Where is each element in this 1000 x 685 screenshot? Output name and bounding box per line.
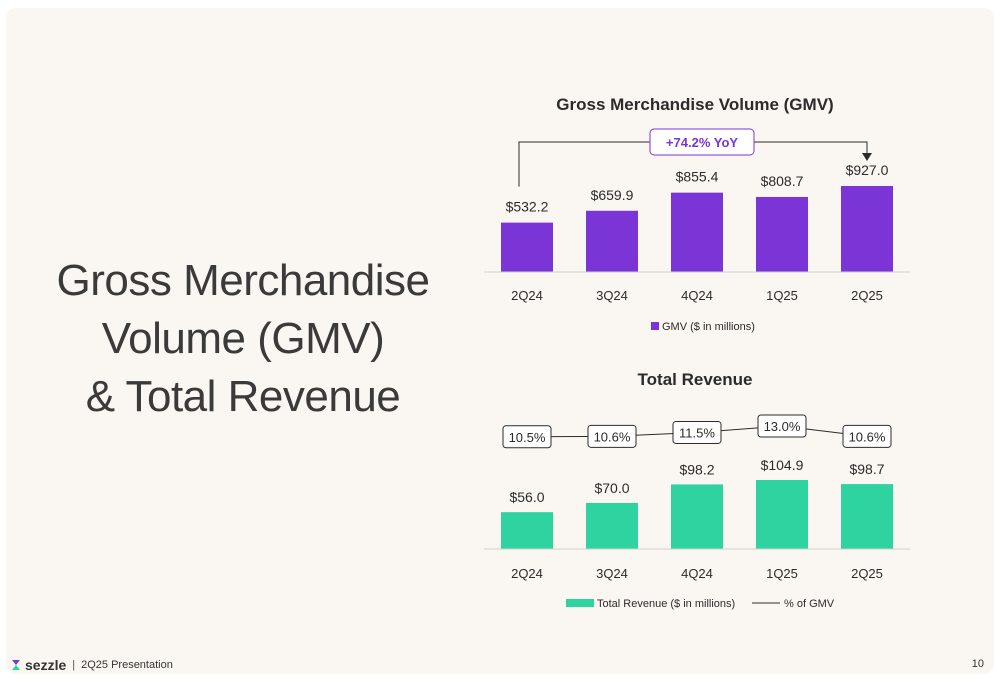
headline-line-3: & Total Revenue (85, 372, 401, 421)
slide-headline: Gross Merchandise Volume (GMV) & Total R… (28, 252, 458, 426)
gmv-legend-swatch (651, 322, 659, 330)
page-number: 10 (971, 658, 984, 670)
pct-gmv-label-3Q24: 10.6% (594, 429, 631, 444)
gmv-bar-2Q25 (841, 186, 893, 272)
gmv-x-tick-4Q24: 4Q24 (681, 288, 713, 303)
pct-gmv-label-1Q25: 13.0% (764, 419, 801, 434)
revenue-x-tick-3Q24: 3Q24 (596, 566, 628, 581)
revenue-x-tick-4Q24: 4Q24 (681, 566, 713, 581)
gmv-value-label-1Q25: $808.7 (761, 173, 804, 189)
gmv-value-label-4Q24: $855.4 (676, 169, 719, 185)
revenue-bar-3Q24 (586, 502, 638, 549)
revenue-bar-1Q25 (756, 480, 808, 549)
gmv-x-tick-2Q25: 2Q25 (851, 288, 883, 303)
revenue-value-label-2Q25: $98.7 (849, 461, 884, 477)
pct-gmv-label-4Q24: 11.5% (679, 425, 715, 440)
revenue-bar-2Q24 (501, 512, 553, 549)
revenue-x-tick-2Q25: 2Q25 (851, 566, 883, 581)
gmv-yoy-arrowhead (862, 153, 872, 161)
headline-line-2: Volume (GMV) (101, 314, 385, 363)
gmv-bar-2Q24 (501, 222, 553, 272)
headline-line-1: Gross Merchandise (56, 256, 430, 305)
gmv-legend-label: GMV ($ in millions) (662, 321, 755, 333)
pct-gmv-box-3Q24 (587, 424, 637, 448)
gmv-chart-title: Gross Merchandise Volume (GMV) (556, 95, 833, 114)
gmv-value-label-2Q25: $927.0 (846, 162, 889, 178)
revenue-x-tick-2Q24: 2Q24 (511, 566, 543, 581)
pct-gmv-box-4Q24 (672, 420, 722, 444)
footer-separator: | (72, 659, 76, 671)
gmv-value-label-3Q24: $659.9 (591, 187, 634, 203)
revenue-legend-label: Total Revenue ($ in millions) (597, 598, 735, 610)
revenue-legend-swatch (566, 599, 594, 607)
revenue-value-label-3Q24: $70.0 (594, 480, 629, 496)
gmv-x-tick-3Q24: 3Q24 (596, 288, 628, 303)
gmv-yoy-badge (649, 128, 755, 156)
pct-gmv-box-2Q25 (842, 424, 892, 448)
revenue-chart-title: Total Revenue (638, 370, 753, 389)
revenue-bar-2Q25 (841, 484, 893, 549)
footer: sezzle | 2Q25 Presentation (10, 655, 173, 675)
revenue-value-label-4Q24: $98.2 (679, 461, 714, 477)
revenue-x-tick-1Q25: 1Q25 (766, 566, 798, 581)
brand-logo: sezzle (10, 657, 66, 673)
pct-gmv-box-1Q25 (757, 414, 807, 438)
pct-gmv-legend-label: % of GMV (784, 598, 835, 610)
gmv-yoy-label: +74.2% YoY (666, 135, 738, 150)
revenue-bar-4Q24 (671, 484, 723, 549)
pct-gmv-label-2Q25: 10.6% (849, 429, 886, 444)
slide-background (6, 8, 994, 674)
revenue-value-label-1Q25: $104.9 (761, 457, 804, 473)
pct-gmv-label-2Q24: 10.5% (509, 430, 546, 445)
brand-name: sezzle (25, 657, 67, 673)
gmv-x-tick-1Q25: 1Q25 (766, 288, 798, 303)
gmv-bar-4Q24 (671, 192, 723, 272)
pct-gmv-box-2Q24 (502, 425, 552, 449)
gmv-value-label-2Q24: $532.2 (506, 199, 549, 215)
gmv-bar-1Q25 (756, 196, 808, 272)
gmv-bar-3Q24 (586, 210, 638, 272)
gmv-x-tick-2Q24: 2Q24 (511, 288, 543, 303)
footer-text: 2Q25 Presentation (81, 659, 173, 671)
sezzle-logo-icon (12, 660, 20, 670)
revenue-value-label-2Q24: $56.0 (509, 489, 544, 505)
